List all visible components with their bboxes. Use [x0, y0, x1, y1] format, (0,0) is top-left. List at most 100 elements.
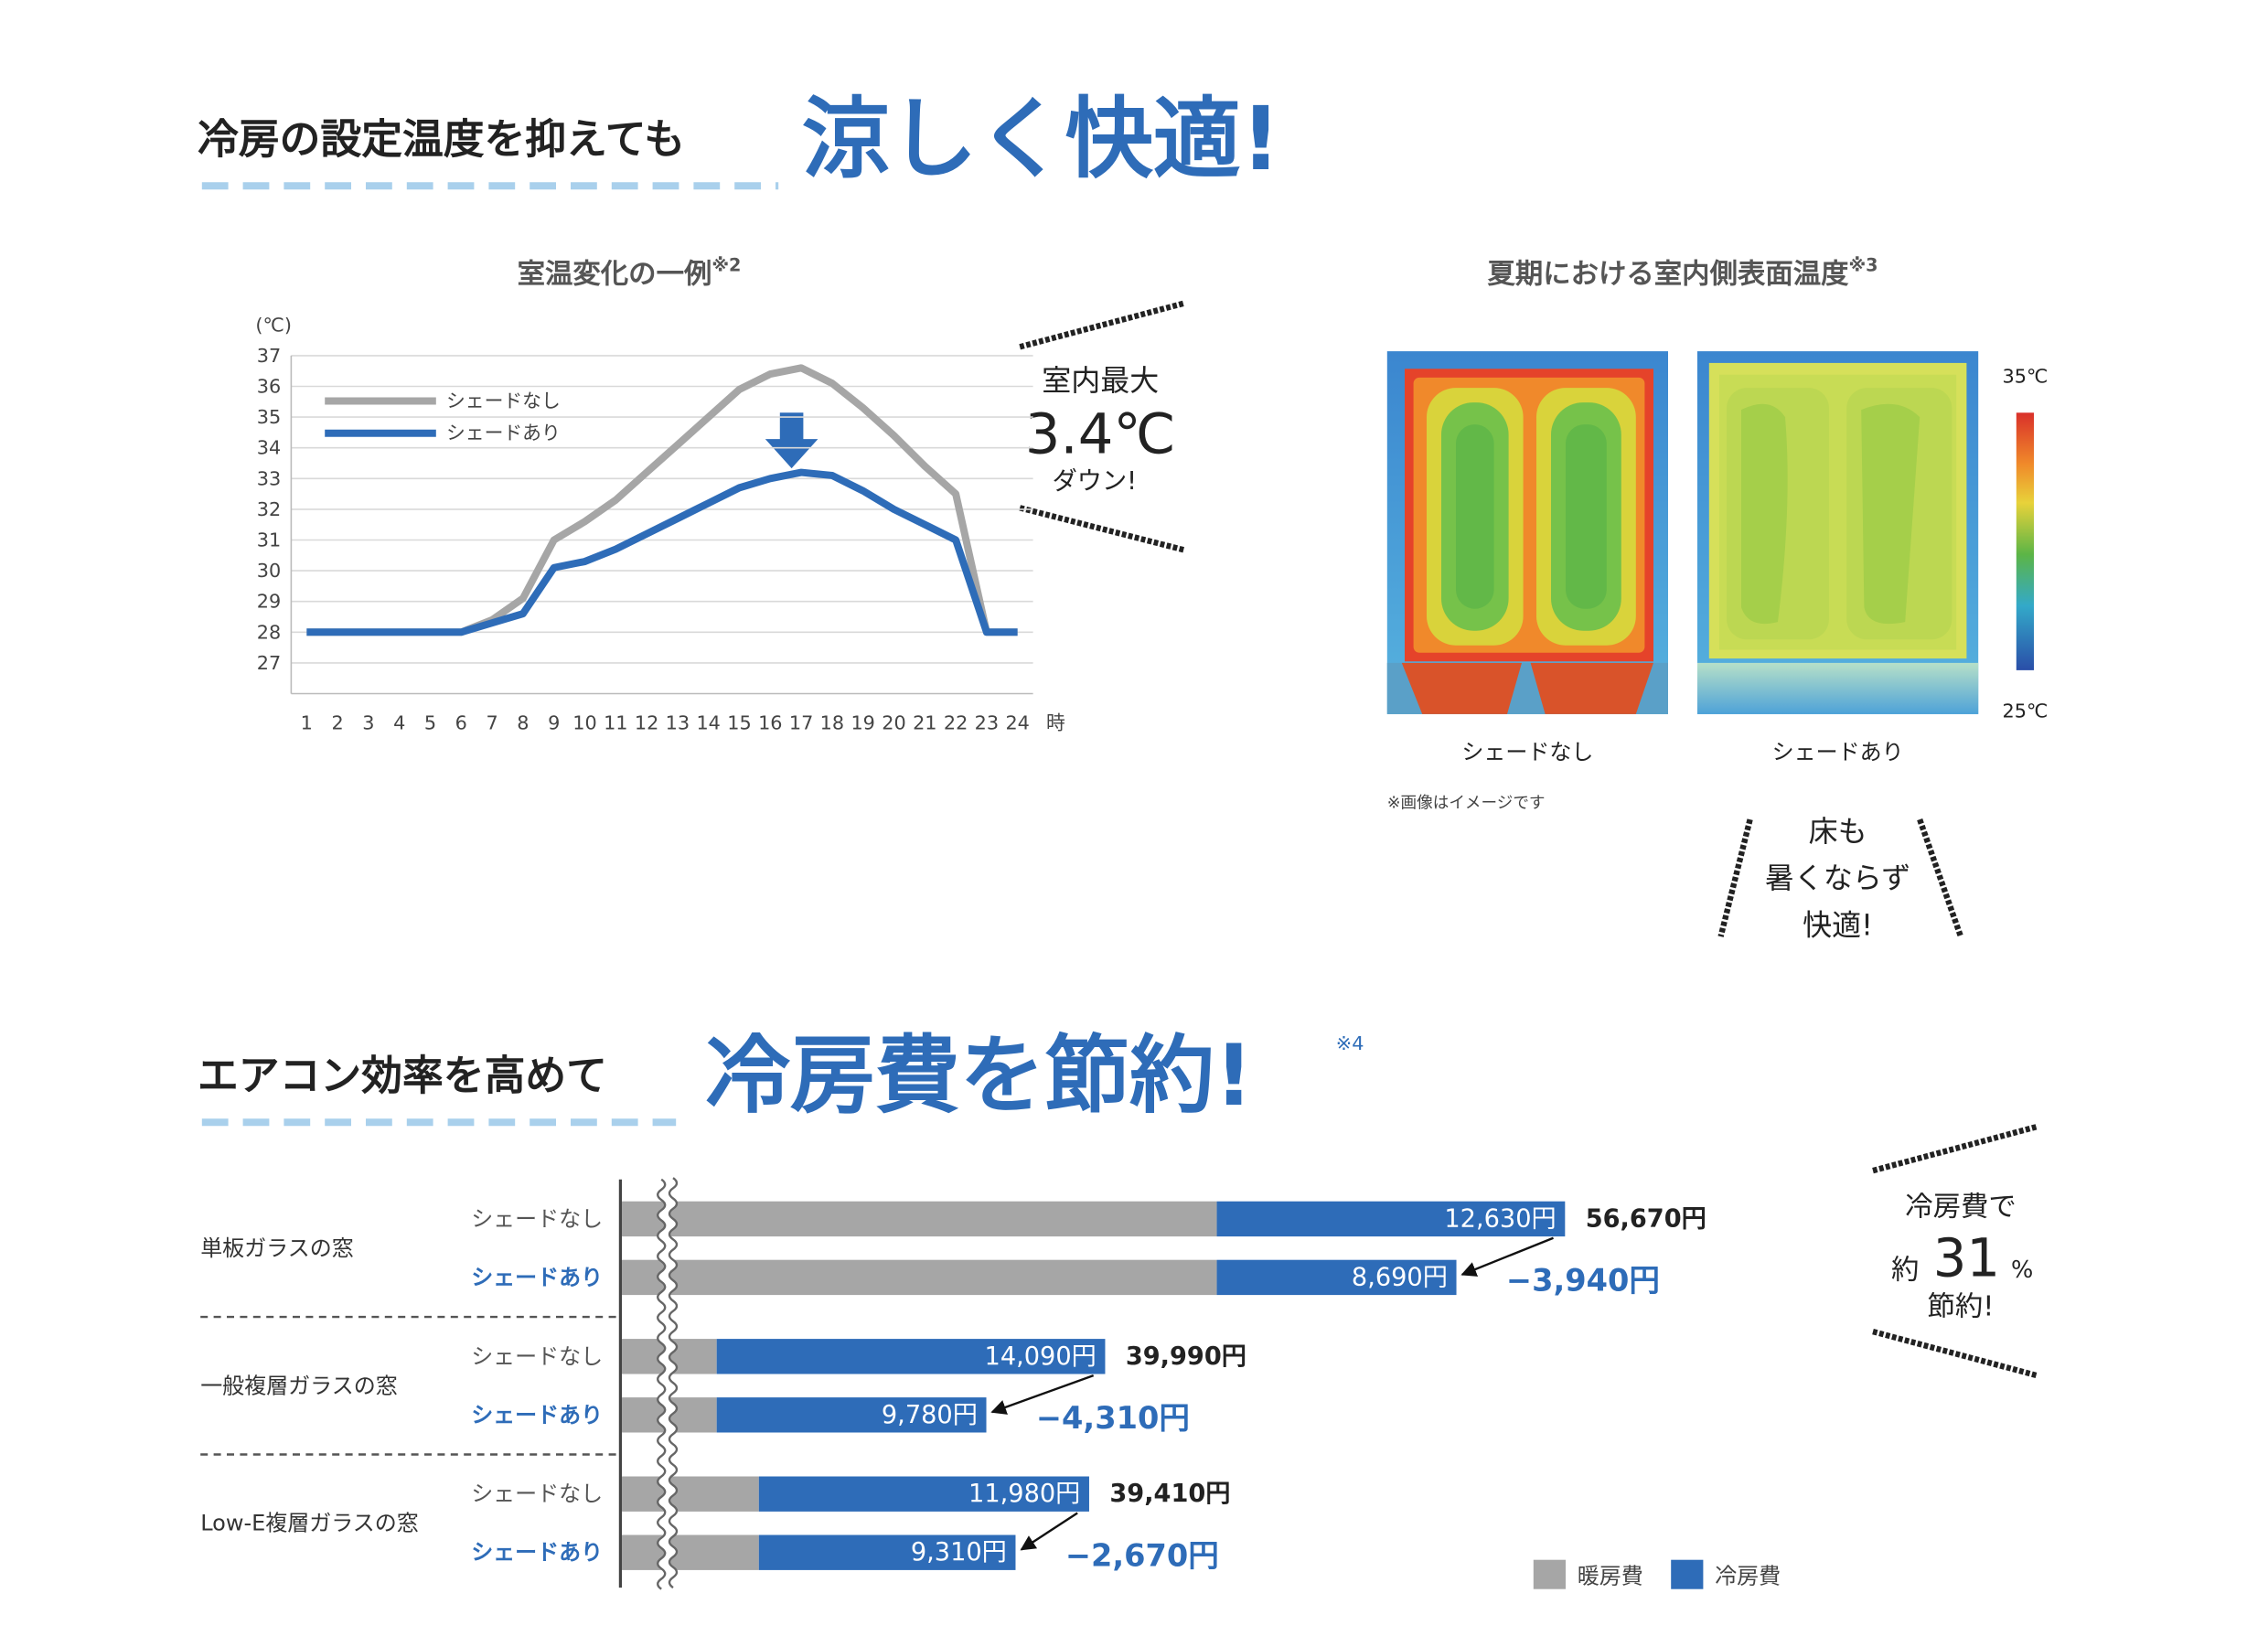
- heading-lead: 冷房の設定温度を抑えても: [198, 115, 685, 164]
- bar-value-label: 9,780円: [882, 1401, 978, 1429]
- x-tick-label: 8: [517, 712, 529, 734]
- group-label: 単板ガラスの窓: [200, 1235, 354, 1261]
- difference-label: −3,940円: [1506, 1263, 1660, 1299]
- bar-cooling: [1216, 1201, 1566, 1237]
- x-tick-label: 11: [604, 712, 627, 734]
- x-tick-label: 21: [913, 712, 936, 734]
- callout-text: 暑くならず: [1765, 861, 1910, 895]
- x-tick-label: 17: [789, 712, 813, 734]
- group-label: 一般複層ガラスの窓: [200, 1373, 398, 1398]
- row-label: シェードなし: [471, 1206, 603, 1232]
- heading-emphasis: 涼しく快適!: [802, 88, 1281, 190]
- y-tick-label: 35: [257, 406, 281, 428]
- row-label: シェードなし: [471, 1343, 603, 1369]
- line-series: [306, 364, 1018, 636]
- x-tick-label: 24: [1005, 712, 1029, 734]
- callout-text: 約: [1891, 1254, 1919, 1286]
- difference-arrow: [990, 1374, 1095, 1415]
- callout-text: 快適!: [1803, 907, 1873, 942]
- callout-text: %: [2011, 1256, 2033, 1284]
- bar-value-label: 8,690円: [1352, 1263, 1448, 1291]
- x-unit: 時: [1046, 712, 1065, 734]
- callout-stroke: [1872, 1124, 2038, 1174]
- axis-break-line: [668, 1177, 679, 1589]
- difference-arrow: [1460, 1236, 1554, 1277]
- heading-emphasis: 冷房費を節約!: [705, 1026, 1253, 1125]
- color-scale: [2016, 412, 2034, 670]
- y-tick-label: 31: [257, 529, 281, 551]
- x-tick-label: 14: [696, 712, 720, 734]
- callout-text: 室内最大: [1042, 363, 1159, 398]
- total-label: 56,670円: [1586, 1204, 1706, 1233]
- x-tick-label: 3: [362, 712, 374, 734]
- bar-cooling: [758, 1476, 1089, 1512]
- x-tick-label: 20: [882, 712, 905, 734]
- bar-value-label: 9,310円: [911, 1538, 1007, 1566]
- total-label: 39,990円: [1126, 1342, 1246, 1371]
- image-label: シェードなし: [1461, 740, 1593, 765]
- row-label: シェードあり: [471, 1540, 603, 1566]
- y-tick-label: 33: [257, 467, 281, 489]
- callout-value: 3.4℃: [1025, 402, 1176, 466]
- x-tick-label: 16: [758, 712, 782, 734]
- title-note: ※3: [1849, 254, 1878, 275]
- title-text: 室温変化の一例: [518, 258, 712, 290]
- legend-label: シェードあり: [446, 422, 561, 444]
- callout-text: 節約!: [1928, 1290, 1995, 1322]
- legend-swatch: [1533, 1559, 1566, 1589]
- legend-label: 暖房費: [1578, 1563, 1643, 1588]
- y-tick-label: 30: [257, 560, 281, 582]
- y-tick-label: 34: [257, 437, 281, 459]
- callout-stroke: [1872, 1329, 2038, 1379]
- axis-break-line: [657, 1178, 667, 1590]
- x-tick-label: 22: [944, 712, 968, 734]
- image-note: ※画像はイメージです: [1387, 795, 1546, 813]
- legend-label: 冷房費: [1715, 1563, 1781, 1588]
- bar-cooling: [716, 1339, 1106, 1374]
- group-label: Low-E複層ガラスの窓: [200, 1511, 419, 1536]
- legend-label: シェードなし: [446, 390, 561, 412]
- y-tick-label: 29: [257, 591, 281, 613]
- x-tick-label: 6: [455, 712, 467, 734]
- x-tick-label: 9: [548, 712, 560, 734]
- x-tick-label: 4: [393, 712, 405, 734]
- legend-swatch: [1671, 1559, 1704, 1589]
- image-label: シェードあり: [1772, 740, 1904, 765]
- total-label: 39,410円: [1109, 1480, 1230, 1508]
- x-tick-label: 5: [424, 712, 436, 734]
- difference-arrow: [1020, 1512, 1078, 1551]
- line-series: [306, 468, 1018, 636]
- x-tick-label: 19: [850, 712, 874, 734]
- thermal-image-with-shade: [1697, 351, 1979, 714]
- callout-stroke: [1917, 818, 1964, 938]
- y-tick-label: 28: [257, 621, 281, 643]
- section-title: 夏期における室内側表面温度※3: [1487, 254, 1878, 290]
- y-tick-label: 36: [257, 376, 281, 398]
- y-tick-label: 27: [257, 652, 281, 674]
- row-label: シェードあり: [471, 1265, 603, 1290]
- x-tick-label: 13: [666, 712, 690, 734]
- bar-heating: [620, 1476, 759, 1512]
- y-unit: (℃): [255, 314, 292, 336]
- x-tick-label: 18: [820, 712, 844, 734]
- bar-heating: [620, 1201, 1217, 1237]
- title-note: ※2: [711, 254, 741, 275]
- scale-min: 25℃: [2002, 700, 2048, 722]
- callout-stroke: [1019, 505, 1186, 553]
- bar-heating: [620, 1259, 1217, 1296]
- scale-max: 35℃: [2002, 365, 2048, 387]
- callout-stroke: [1717, 818, 1753, 937]
- callout-text: 冷房費で: [1905, 1192, 2017, 1224]
- bar-value-label: 11,980円: [968, 1480, 1080, 1508]
- bar-value-label: 14,090円: [985, 1342, 1097, 1371]
- y-tick-label: 32: [257, 498, 281, 520]
- heading-lead: エアコン効率を高めて: [198, 1052, 607, 1100]
- thermal-image-without-shade: [1386, 351, 1668, 714]
- row-label: シェードなし: [471, 1481, 603, 1507]
- row-label: シェードあり: [471, 1402, 603, 1427]
- callout-text: 床も: [1809, 814, 1867, 849]
- x-tick-label: 23: [975, 712, 999, 734]
